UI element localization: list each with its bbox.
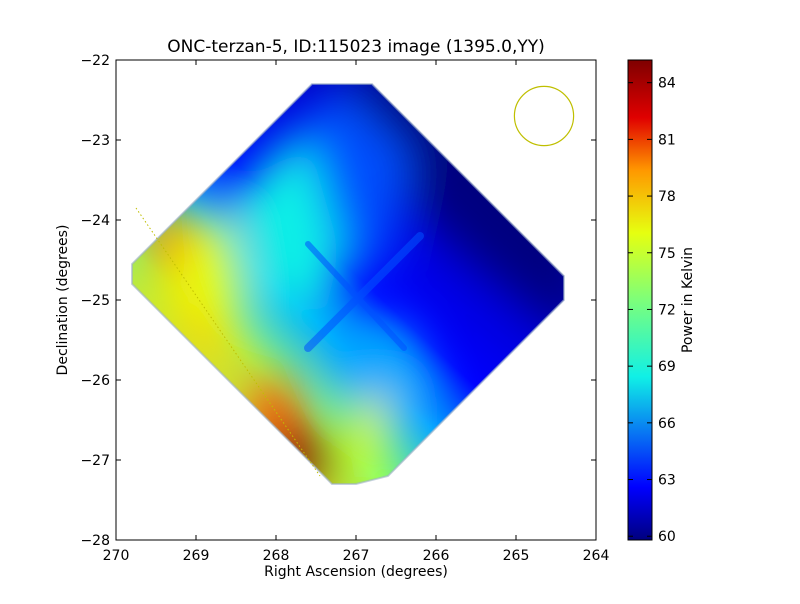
- colorbar-tick-label: 60: [658, 529, 676, 545]
- x-tick-label: 265: [503, 548, 530, 564]
- y-tick-label: −25: [80, 293, 110, 309]
- colorbar-tick-label: 84: [658, 76, 676, 92]
- colorbar-tick-label: 72: [658, 302, 676, 318]
- y-tick-label: −24: [80, 213, 110, 229]
- heatmap-ridge-1: [304, 232, 424, 352]
- colorbar-tick-label: 69: [658, 359, 676, 375]
- heatmap-ridge-2: [305, 241, 407, 351]
- y-axis: −22 −23 −24 −25 −26 −27 −28: [80, 53, 596, 549]
- y-tick-label: −22: [80, 53, 110, 69]
- colorbar-tick-label: 78: [658, 189, 676, 205]
- colorbar: 60 63 66 69 72 75 78 81 84: [627, 59, 676, 545]
- x-tick-label: 270: [103, 548, 130, 564]
- heatmap-region-cyan: [228, 140, 340, 316]
- heatmap-region-orange-hot: [140, 212, 188, 268]
- x-axis: 270 269 268 267 266 265 264: [103, 60, 610, 564]
- heatmap-region-light-blue: [324, 324, 444, 428]
- x-tick-label: 269: [183, 548, 210, 564]
- x-tick-label: 264: [583, 548, 610, 564]
- colorbar-gradient: [627, 59, 653, 541]
- y-tick-label: −26: [80, 373, 110, 389]
- x-tick-label: 268: [263, 548, 290, 564]
- map-edge: [131, 83, 565, 485]
- y-tick-label: −27: [80, 453, 110, 469]
- x-axis-label: Right Ascension (degrees): [264, 564, 448, 580]
- x-tick-label: 267: [343, 548, 370, 564]
- y-tick-label: −28: [80, 533, 110, 549]
- heatmap-region-yellow-south: [348, 396, 388, 476]
- y-tick-label: −23: [80, 133, 110, 149]
- heatmap-layer: [131, 83, 575, 485]
- colorbar-tick-label: 63: [658, 473, 676, 489]
- y-axis-label: Declination (degrees): [55, 225, 71, 376]
- colorbar-tick-label: 66: [658, 416, 676, 432]
- beam-circle: [513, 85, 575, 147]
- chart-title: ONC-terzan-5, ID:115023 image (1395.0,YY…: [167, 37, 545, 57]
- heatmap-region-orange: [132, 268, 276, 380]
- colorbar-tick-label: 81: [658, 132, 676, 148]
- colorbar-tick-label: 75: [658, 246, 676, 262]
- colorbar-label: Power in Kelvin: [680, 247, 696, 353]
- x-tick-label: 266: [423, 548, 450, 564]
